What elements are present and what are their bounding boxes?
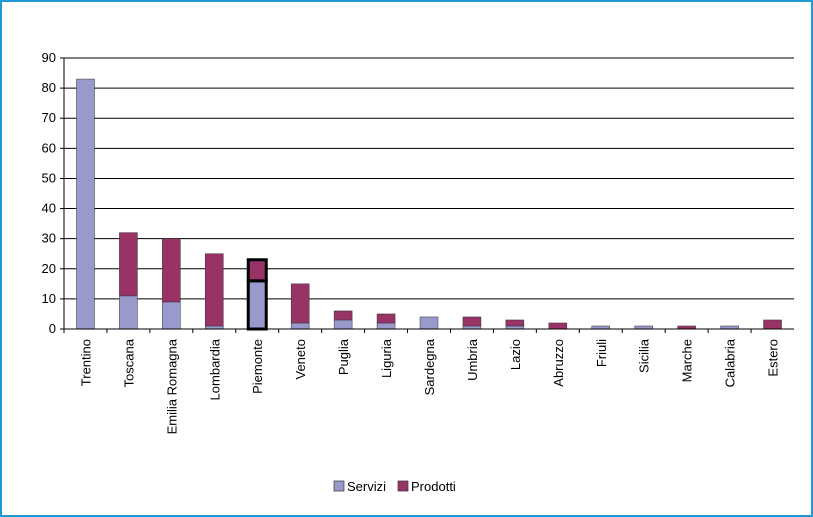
x-category-label: Estero [766,339,781,377]
x-category-label: Puglia [336,338,351,375]
bar-segment [376,322,396,330]
x-category-label: Sicilia [637,338,652,373]
y-tick-label: 90 [42,50,56,65]
bar-segment [162,301,181,330]
x-category-label: Liguria [379,338,394,378]
bar-segment [119,232,138,297]
bar-segment [246,258,268,283]
x-category-label: Trentino [78,339,93,386]
bar-segment [162,238,181,303]
legend: Servizi Prodotti [333,479,456,494]
legend-label: Servizi [347,479,386,494]
bar-segment [462,316,482,327]
bar-segment [419,316,439,330]
x-category-label: Piemonte [250,339,265,394]
bar-segment [290,283,310,324]
x-category-label: Calabria [723,338,738,387]
x-category-label: Lazio [508,339,523,370]
y-tick-label: 50 [42,170,56,185]
bar-segment [290,322,310,330]
axes [63,58,794,333]
legend-swatch [397,480,409,492]
y-tick-label: 20 [42,261,56,276]
x-category-label: Marche [680,339,695,382]
y-axis-ticks: 0 10 20 30 40 50 60 70 80 90 [42,50,64,336]
x-category-label: Abruzzo [551,339,566,387]
x-category-label: Sardegna [422,338,437,395]
y-tick-label: 80 [42,80,56,95]
bar-segment [246,279,268,331]
y-tick-label: 30 [42,231,56,246]
y-tick-label: 70 [42,110,56,125]
y-tick-label: 0 [49,321,56,336]
bar-segment [763,319,782,330]
bar-segment [505,319,525,327]
bar-segment [333,319,353,330]
bar-segment [119,295,138,330]
x-category-label: Lombardia [207,338,222,400]
y-tick-label: 10 [42,291,56,306]
bar-segment [205,253,224,327]
bar-segment [333,310,353,321]
x-category-label: Umbria [465,338,480,381]
x-axis-labels: Trentino Toscana Emilia Romagna Lombardia Pi… [78,338,780,434]
legend-swatch [333,480,345,492]
x-category-label: Emilia Romagna [164,338,179,434]
legend-label: Prodotti [411,479,456,494]
bars [76,78,782,331]
x-category-label: Toscana [121,338,136,387]
y-tick-label: 60 [42,140,56,155]
y-tick-label: 40 [42,201,56,216]
x-category-label: Veneto [293,339,308,380]
bar-segment [76,78,95,330]
bar-segment [376,313,396,324]
bar-segment [548,322,568,330]
x-category-label: Friuli [594,339,609,367]
gridlines [64,57,794,300]
